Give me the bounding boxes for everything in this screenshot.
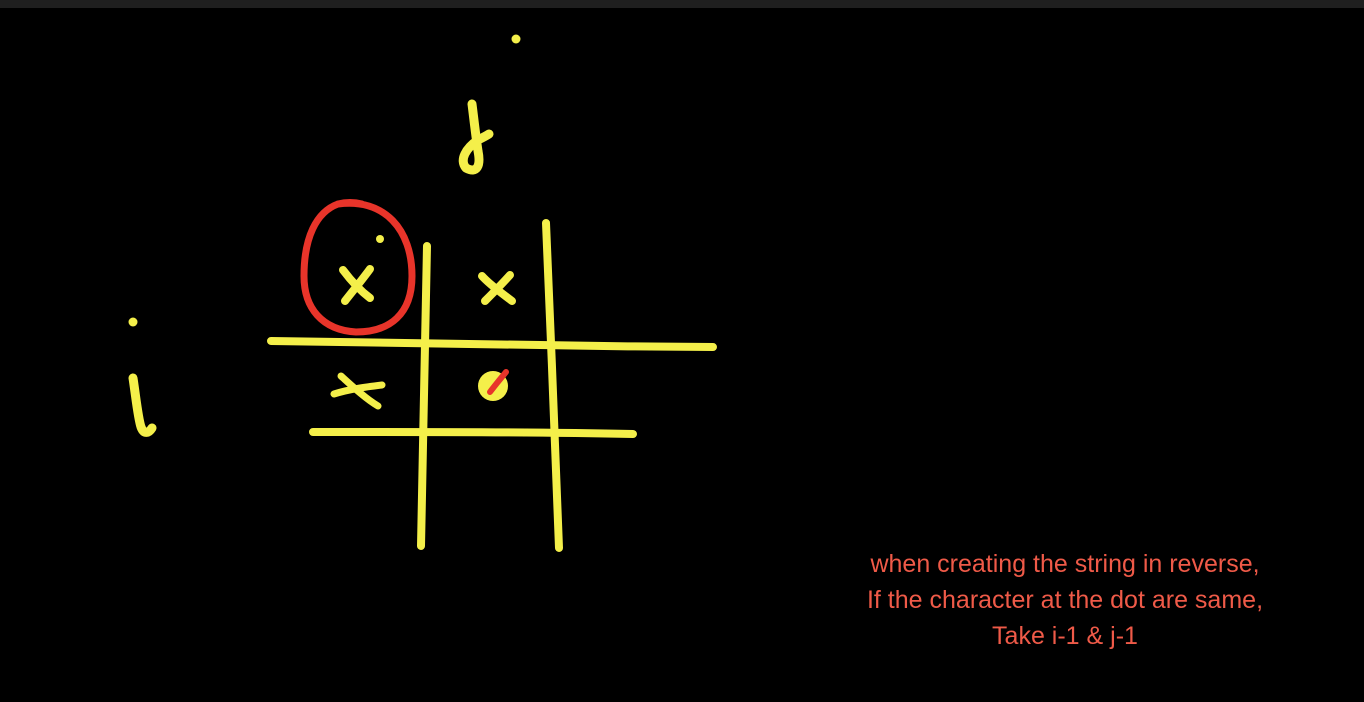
diagram-svg: j i x x x xyxy=(128,34,717,552)
cell-mark-r0c1 xyxy=(478,271,516,305)
whiteboard-canvas: j i x x x when creating the string in re… xyxy=(0,8,1364,702)
target-cell-dot xyxy=(478,369,509,401)
grid-vertical-line-1 xyxy=(417,242,431,550)
note-line-3: Take i-1 & j-1 xyxy=(992,622,1138,650)
note-line-2: If the character at the dot are same, xyxy=(866,586,1264,614)
column-label-j xyxy=(458,34,521,175)
grid-horizontal-line-1 xyxy=(267,337,717,351)
cell-mark-r0c0 xyxy=(339,235,384,305)
top-bar xyxy=(0,0,1364,8)
cell-mark-r1c0 xyxy=(330,372,386,410)
row-label-i xyxy=(128,317,157,437)
grid-horizontal-line-2 xyxy=(309,428,637,438)
highlight-circle xyxy=(300,199,416,336)
grid-lines xyxy=(267,219,717,552)
note-line-1: when creating the string in reverse, xyxy=(870,550,1260,578)
grid-vertical-line-2 xyxy=(542,219,563,552)
annotation-note: when creating the string in reverse, If … xyxy=(770,546,1360,654)
